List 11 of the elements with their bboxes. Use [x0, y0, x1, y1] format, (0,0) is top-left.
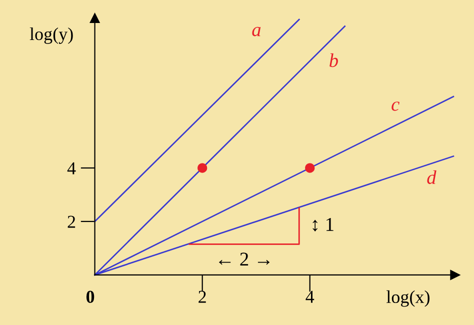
x-axis-title: log(x) — [386, 290, 430, 307]
series-label: a — [252, 26, 261, 36]
annotation: ← 2 → — [219, 252, 270, 266]
annotation: ↕ 1 — [312, 218, 334, 232]
x-tick-label: 4 — [306, 290, 314, 303]
x-tick-label: 2 — [198, 290, 206, 303]
series-label: b — [330, 53, 338, 68]
series-label: c — [392, 102, 400, 111]
series-label: d — [427, 170, 436, 184]
y-axis-title: log(y) — [30, 27, 73, 44]
x-tick-label: 0 — [86, 290, 94, 303]
